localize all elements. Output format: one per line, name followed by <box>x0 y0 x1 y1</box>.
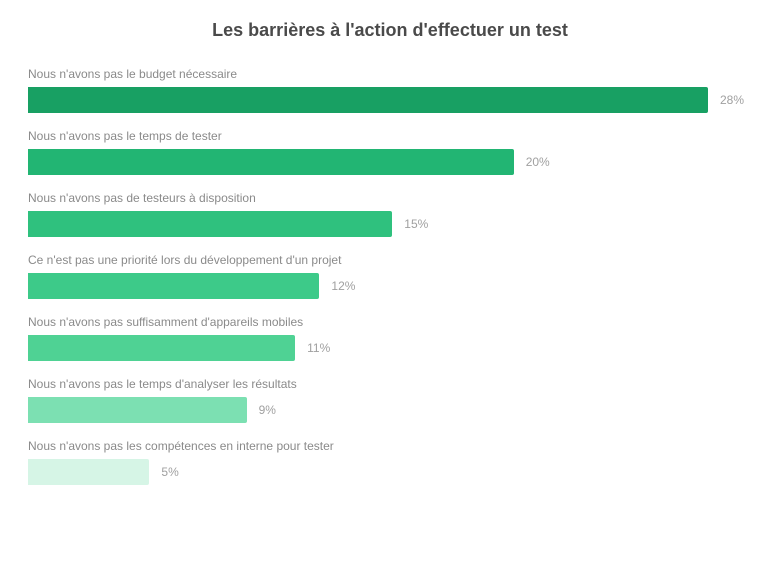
bar-label: Ce n'est pas une priorité lors du dévelo… <box>28 253 752 267</box>
bar-row: Nous n'avons pas le temps d'analyser les… <box>28 377 752 423</box>
bar-track: 12% <box>28 273 752 299</box>
bar-value: 12% <box>331 279 355 293</box>
bar-row: Nous n'avons pas le budget nécessaire 28… <box>28 67 752 113</box>
chart-title: Les barrières à l'action d'effectuer un … <box>28 20 752 41</box>
bar-value: 28% <box>720 93 744 107</box>
bar-chart: Nous n'avons pas le budget nécessaire 28… <box>28 67 752 485</box>
bar-fill <box>28 211 392 237</box>
bar-value: 15% <box>404 217 428 231</box>
bar-row: Nous n'avons pas suffisamment d'appareil… <box>28 315 752 361</box>
bar-label: Nous n'avons pas de testeurs à dispositi… <box>28 191 752 205</box>
bar-row: Nous n'avons pas le temps de tester 20% <box>28 129 752 175</box>
bar-fill <box>28 273 319 299</box>
bar-track: 9% <box>28 397 752 423</box>
bar-fill <box>28 397 247 423</box>
bar-track: 11% <box>28 335 752 361</box>
bar-value: 20% <box>526 155 550 169</box>
bar-row: Ce n'est pas une priorité lors du dévelo… <box>28 253 752 299</box>
bar-value: 9% <box>259 403 276 417</box>
bar-label: Nous n'avons pas le temps d'analyser les… <box>28 377 752 391</box>
bar-track: 28% <box>28 87 752 113</box>
bar-label: Nous n'avons pas les compétences en inte… <box>28 439 752 453</box>
bar-fill <box>28 149 514 175</box>
bar-label: Nous n'avons pas suffisamment d'appareil… <box>28 315 752 329</box>
bar-row: Nous n'avons pas de testeurs à dispositi… <box>28 191 752 237</box>
bar-fill <box>28 87 708 113</box>
bar-fill <box>28 459 149 485</box>
bar-value: 5% <box>161 465 178 479</box>
bar-row: Nous n'avons pas les compétences en inte… <box>28 439 752 485</box>
bar-track: 5% <box>28 459 752 485</box>
bar-track: 20% <box>28 149 752 175</box>
bar-fill <box>28 335 295 361</box>
bar-label: Nous n'avons pas le budget nécessaire <box>28 67 752 81</box>
bar-label: Nous n'avons pas le temps de tester <box>28 129 752 143</box>
bar-track: 15% <box>28 211 752 237</box>
bar-value: 11% <box>307 341 330 355</box>
